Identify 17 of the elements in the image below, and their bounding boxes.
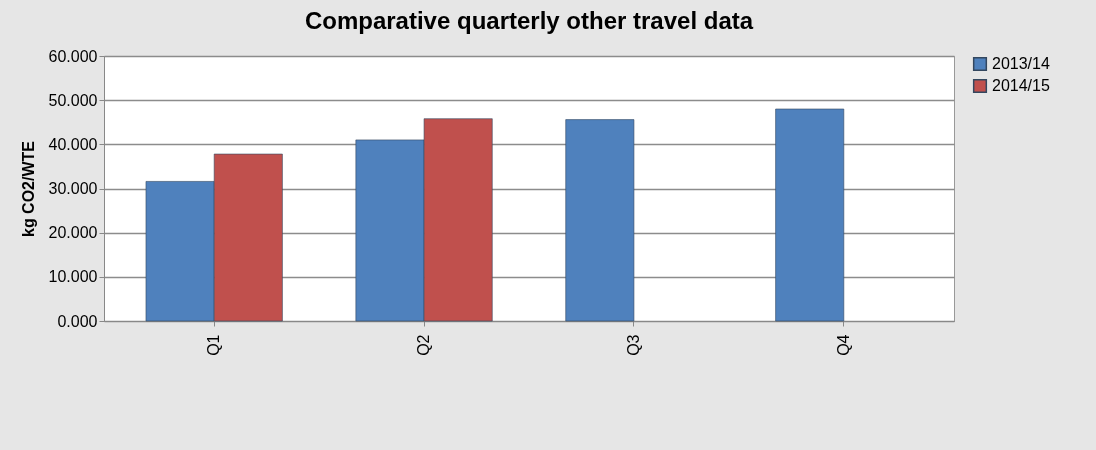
y-tick-label: 10.000 <box>48 268 98 286</box>
y-tick-label: 20.000 <box>48 224 98 242</box>
legend-label: 2014/15 <box>992 77 1050 94</box>
x-tick-label: Q3 <box>624 334 642 356</box>
bar <box>775 108 845 322</box>
chart-title: Comparative quarterly other travel data <box>304 7 754 34</box>
bar <box>565 119 635 322</box>
x-tick-label: Q2 <box>415 334 433 356</box>
x-tick-label: Q4 <box>834 334 852 356</box>
legend-label: 2013/14 <box>992 55 1050 72</box>
y-tick-label: 50.000 <box>48 91 98 109</box>
y-tick-label: 60.000 <box>48 47 98 65</box>
y-tick-label: 0.000 <box>57 312 98 330</box>
y-tick-label: 30.000 <box>48 180 98 197</box>
y-axis-title: kg CO2/WTE <box>19 140 37 238</box>
y-tick-label: 40.000 <box>48 135 98 153</box>
x-tick-label: Q1 <box>205 334 223 356</box>
